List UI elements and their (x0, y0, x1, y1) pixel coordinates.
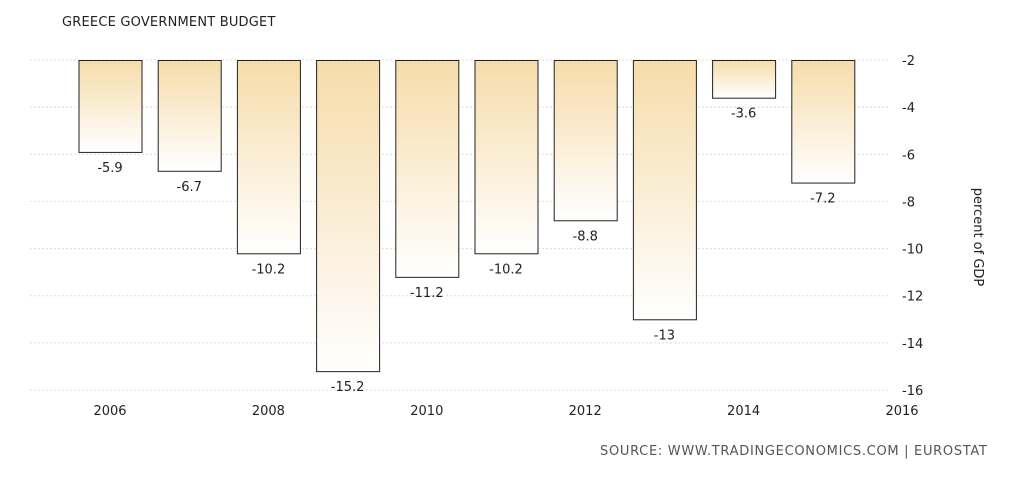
bar-value-label: -10.2 (252, 262, 286, 277)
bar-2011 (474, 60, 539, 255)
grid-lines (30, 59, 890, 391)
bar-value-labels: -5.9 -6.7 -10.2 -15.2 -11.2 -10.2 -8.8 -13 -3.6 -… (97, 107, 835, 395)
y-tick-label: -6 (902, 148, 915, 163)
bar-value-label: -8.8 (573, 229, 598, 244)
bar-value-label: -5.9 (97, 161, 122, 176)
bar-2012 (553, 60, 618, 222)
y-tick-label: -10 (902, 243, 923, 258)
bar-value-label: -7.2 (810, 192, 835, 207)
bar-2008 (236, 60, 301, 255)
y-tick-label: -14 (902, 337, 923, 352)
bar-series (78, 60, 856, 373)
x-tick-label: 2010 (410, 404, 443, 419)
bar-value-label: -3.6 (731, 107, 756, 122)
x-tick-label: 2012 (569, 404, 602, 419)
x-axis-ticks: 2006 2008 2010 2012 2014 2016 (93, 404, 918, 419)
bar-value-label: -11.2 (410, 286, 444, 301)
x-tick-label: 2016 (885, 404, 918, 419)
bar-value-label: -10.2 (489, 262, 523, 277)
y-tick-label: -12 (902, 290, 923, 305)
bar-2007 (157, 60, 222, 172)
y-axis-ticks: -2 -4 -6 -8 -10 -12 -14 -16 (902, 54, 923, 399)
bar-value-label: -13 (654, 328, 675, 343)
x-tick-label: 2006 (93, 404, 126, 419)
bar-value-label: -15.2 (331, 380, 365, 395)
bar-2015 (791, 60, 856, 184)
y-tick-label: -2 (902, 54, 915, 69)
y-tick-label: -8 (902, 195, 915, 210)
chart-title: GREECE GOVERNMENT BUDGET (62, 15, 276, 30)
y-axis-title: percent of GDP (970, 188, 985, 287)
x-tick-label: 2008 (252, 404, 285, 419)
bar-2014 (712, 60, 777, 99)
y-tick-label: -4 (902, 101, 915, 116)
bar-2006 (78, 60, 143, 153)
y-tick-label: -16 (902, 384, 923, 399)
bar-value-label: -6.7 (177, 180, 202, 195)
source-attribution: SOURCE: WWW.TRADINGECONOMICS.COM | EUROS… (600, 444, 988, 459)
bar-2009 (316, 60, 381, 373)
bar-2010 (395, 60, 460, 278)
x-tick-label: 2014 (727, 404, 760, 419)
bar-2013 (632, 60, 697, 321)
